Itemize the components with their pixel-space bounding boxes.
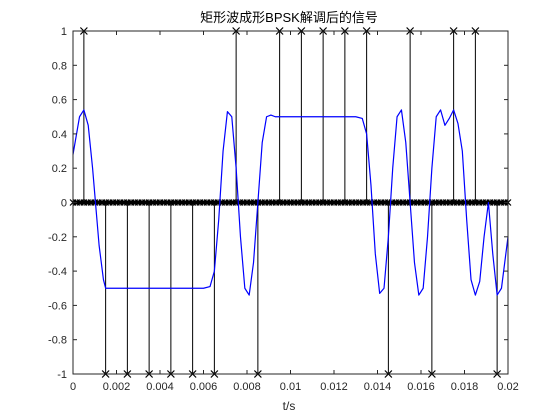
y-tick-label: 0.8 [52,60,67,72]
y-tick-label: 1 [61,26,67,38]
x-tick-label: 0.02 [497,381,518,393]
signal-line [72,109,509,296]
y-tick-label: 0 [61,198,67,210]
y-tick-label: 0.6 [52,95,67,107]
y-tick-label: -0.8 [48,335,67,347]
y-tick-label: -0.4 [48,266,67,278]
y-tick-label: -1 [57,369,67,381]
x-tick-label: 0.018 [451,381,479,393]
y-tick-label: 0.2 [52,163,67,175]
y-tick-label: -0.2 [48,232,67,244]
x-tick-label: 0.016 [407,381,435,393]
y-tick-label: -0.6 [48,300,67,312]
y-tick-label: 0.4 [52,129,67,141]
x-tick-label: 0.01 [280,381,301,393]
x-tick-label: 0.014 [364,381,392,393]
x-axis-label: t/s [283,399,296,413]
chart-title: 矩形波成形BPSK解调后的信号 [200,10,378,25]
axes-box [72,30,509,375]
x-tick-label: 0.006 [190,381,218,393]
x-tick-label: 0 [70,381,76,393]
x-tick-label: 0.012 [320,381,348,393]
x-tick-label: 0.004 [146,381,174,393]
x-tick-label: 0.008 [233,381,261,393]
x-tick-label: 0.002 [103,381,131,393]
